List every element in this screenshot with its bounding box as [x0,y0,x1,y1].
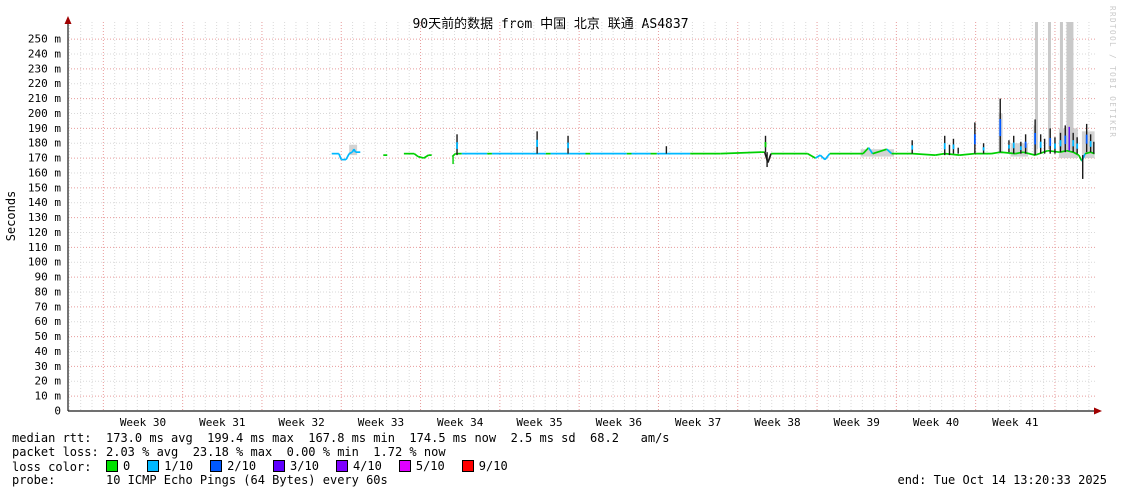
loss-color-item: 0 [106,459,130,473]
x-tick-label: Week 40 [913,416,959,429]
loss-color-item: 9/10 [461,459,508,473]
y-tick-label: 180 m [28,137,61,150]
y-tick-label: 140 m [28,196,61,209]
y-tick-label: 230 m [28,62,61,75]
loss-color-item-label: 0 [123,459,131,473]
x-tick-label: Week 36 [596,416,642,429]
x-tick-label: Week 31 [199,416,245,429]
end-timestamp: end: Tue Oct 14 13:20:33 2025 [897,473,1107,487]
y-tick-label: 90 m [35,271,62,284]
y-tick-label: 100 m [28,256,61,269]
loss-color-swatch [147,460,160,472]
x-tick-label: Week 38 [754,416,800,429]
loss-color-items: 0 1/10 2/10 3/10 4/10 5/10 9/10 [106,459,525,475]
probe-label: probe: [12,473,56,487]
x-tick-label: Week 41 [992,416,1038,429]
loss-color-swatch [461,460,474,472]
chart-title: 90天前的数据 from 中国 北京 联通 AS4837 [412,17,689,32]
y-tick-label: 250 m [28,33,61,46]
probe-row: probe: 10 ICMP Echo Pings (64 Bytes) ever… [12,473,388,487]
x-tick-label: Week 30 [120,416,166,429]
loss-color-item: 1/10 [147,459,193,473]
y-tick-label: 60 m [35,315,62,328]
loss-color-item-label: 2/10 [227,459,257,473]
loss-color-item: 2/10 [210,459,256,473]
loss-color-item: 5/10 [398,459,445,473]
loss-color-swatch [106,460,118,472]
x-tick-label: Week 37 [675,416,721,429]
packet-loss-row: packet loss: 2.03 % avg 23.18 % max 0.00 … [12,445,446,459]
y-tick-label: 120 m [28,226,61,239]
y-tick-label: 210 m [28,92,61,105]
y-tick-label: 0 [54,405,61,418]
loss-color-item: 3/10 [273,459,319,473]
y-tick-label: 10 m [35,390,62,403]
loss-color-item-label: 4/10 [352,459,382,473]
x-tick-label: Week 33 [358,416,404,429]
y-tick-label: 30 m [35,360,62,373]
y-tick-label: 50 m [35,330,62,343]
x-tick-label: Week 34 [437,416,484,429]
loss-color-row: loss color: 0 1/10 2/10 3/10 4/10 5/10 9/10 [12,459,525,475]
loss-color-item-label: 1/10 [164,459,194,473]
loss-color-swatch [273,460,286,472]
y-tick-label: 130 m [28,211,61,224]
median-rtt-label: median rtt: [12,431,92,445]
y-tick-label: 150 m [28,181,61,194]
x-tick-label: Week 32 [278,416,324,429]
y-tick-label: 200 m [28,107,61,120]
loss-color-swatch [210,460,223,472]
loss-color-swatch [335,460,348,472]
packet-loss-values: 2.03 % avg 23.18 % max 0.00 % min 1.72 %… [106,445,446,459]
median-rtt-values: 173.0 ms avg 199.4 ms max 167.8 ms min 1… [106,431,670,445]
loss-color-item-label: 5/10 [415,459,445,473]
median-rtt-row: median rtt: 173.0 ms avg 199.4 ms max 167… [12,431,670,445]
y-tick-label: 40 m [35,345,62,358]
rrdtool-watermark: RRDTOOL / TOBI OETIKER [1108,6,1117,139]
y-tick-label: 170 m [28,152,61,165]
loss-color-swatch [398,460,411,472]
x-tick-label: Week 39 [834,416,880,429]
packet-loss-label: packet loss: [12,445,99,459]
x-tick-label: Week 35 [516,416,562,429]
loss-color-item: 4/10 [335,459,382,473]
y-tick-label: 20 m [35,375,62,388]
loss-color-label: loss color: [12,460,92,474]
y-tick-label: 190 m [28,122,61,135]
y-tick-label: 80 m [35,285,62,298]
loss-color-item-label: 3/10 [290,459,319,473]
probe-values: 10 ICMP Echo Pings (64 Bytes) every 60s [106,473,388,487]
y-tick-label: 220 m [28,77,61,90]
y-tick-label: 240 m [28,47,61,60]
y-tick-label: 110 m [28,241,61,254]
y-tick-label: 70 m [35,300,62,313]
loss-color-item-label: 9/10 [478,459,508,473]
y-tick-label: 160 m [28,166,61,179]
